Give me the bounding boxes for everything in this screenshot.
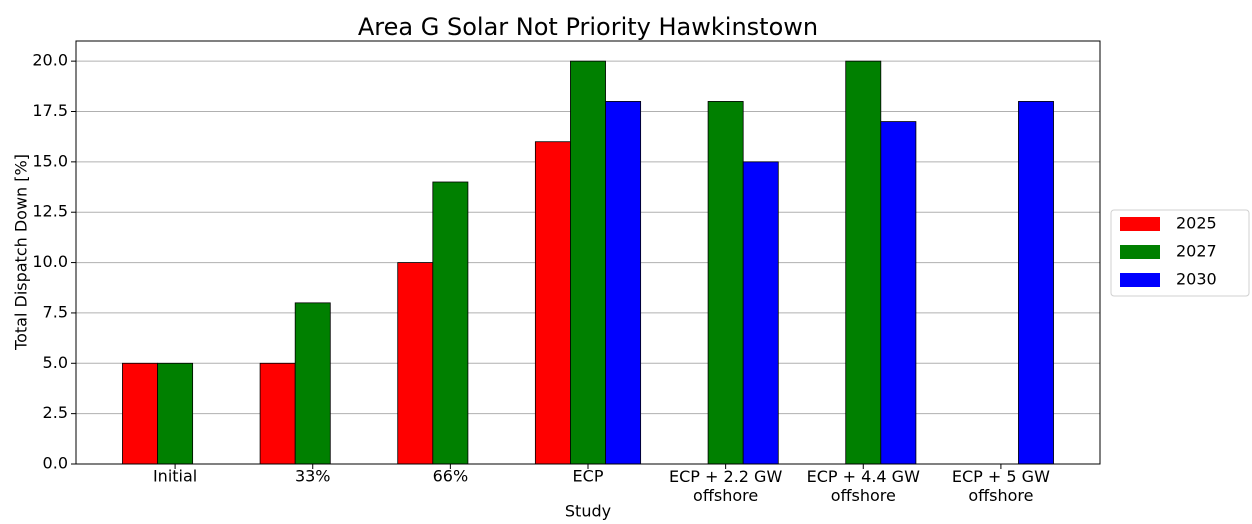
bar [397,262,434,465]
bar [157,362,194,465]
legend-swatch [1120,217,1160,231]
x-axis-label: Study [565,502,611,521]
legend-label: 2030 [1176,270,1217,289]
legend-label: 2027 [1176,242,1217,261]
bar [122,362,158,465]
x-tick-label: ECP + 2.2 GW offshore [669,467,782,505]
legend-swatch [1120,245,1160,259]
x-tick-label: 66% [433,467,469,486]
legend-swatch [1120,273,1160,287]
y-tick-label: 20.0 [32,51,68,70]
x-tick-label: 33% [295,467,331,486]
y-tick-label: 5.0 [43,353,68,372]
bar [845,60,882,465]
bar [880,121,917,465]
bar [294,302,331,465]
bar [605,101,642,465]
bar [742,161,779,465]
bar [707,101,744,465]
bar [1018,101,1054,465]
y-tick-label: 17.5 [32,101,68,120]
plot-frame [75,40,1101,465]
legend-label: 2025 [1176,214,1217,233]
bar [570,60,606,465]
x-tick-label: ECP + 5 GW offshore [952,467,1050,505]
x-tick-label: ECP [573,467,604,486]
y-axis-label: Total Dispatch Down [%] [12,154,31,351]
y-tick-label: 10.0 [32,252,68,271]
y-tick-label: 7.5 [43,302,68,321]
bar [259,362,296,465]
y-tick-label: 0.0 [43,454,68,473]
bar [534,141,571,465]
y-tick-label: 15.0 [32,151,68,170]
bar [432,181,469,465]
x-tick-label: ECP + 4.4 GW offshore [807,467,920,505]
y-tick-label: 2.5 [43,403,68,422]
chart-title: Area G Solar Not Priority Hawkinstown [358,13,818,41]
y-tick-label: 12.5 [32,202,68,221]
x-tick-label: Initial [153,467,197,486]
